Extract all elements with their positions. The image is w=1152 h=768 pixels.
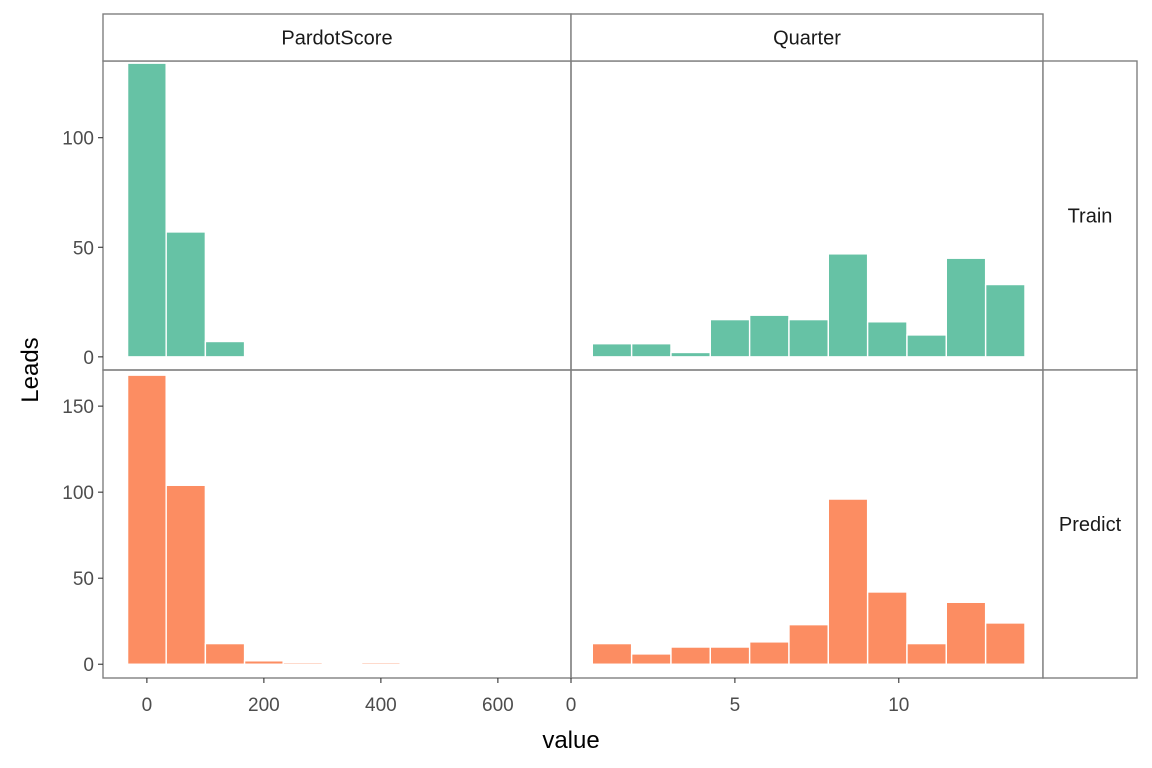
y-tick-label: 0 <box>83 655 94 676</box>
x-tick-label: 5 <box>730 695 741 716</box>
y-tick-label: 0 <box>83 348 94 369</box>
bar <box>866 321 908 358</box>
panel-train-quarter <box>591 253 1026 358</box>
bar <box>243 660 284 665</box>
x-tick-label: 200 <box>248 695 280 716</box>
bar <box>709 646 751 665</box>
bar <box>984 622 1026 665</box>
y-axis-title: Leads <box>17 337 44 402</box>
x-tick-label: 0 <box>566 695 577 716</box>
bar <box>748 314 790 358</box>
y-tick-label: 100 <box>62 483 94 504</box>
strip-label-predict: Predict <box>1059 514 1122 536</box>
bar <box>126 62 167 358</box>
bar <box>165 484 207 665</box>
x-tick-label: 10 <box>888 695 909 716</box>
panels-layer <box>102 60 1044 679</box>
bar <box>126 374 167 665</box>
y-tick-label: 50 <box>73 238 94 259</box>
bar <box>630 653 672 665</box>
y-tick-label: 100 <box>62 129 94 150</box>
bar <box>788 318 830 358</box>
bar <box>591 642 633 665</box>
bar <box>866 591 908 665</box>
strips-layer: PardotScore Quarter Train Predict <box>102 13 1138 679</box>
bar <box>984 283 1026 358</box>
bar <box>670 646 712 665</box>
bar <box>670 351 712 358</box>
x-tick-label: 0 <box>142 695 153 716</box>
bar <box>788 623 830 665</box>
strip-quarter <box>570 13 1044 62</box>
bar <box>945 601 987 665</box>
y-tick-label: 50 <box>73 569 94 590</box>
bar <box>204 340 246 358</box>
bar <box>827 253 869 358</box>
bar <box>827 498 869 665</box>
bar <box>906 334 948 358</box>
bar <box>591 343 633 358</box>
bar <box>360 661 401 665</box>
strip-train <box>1042 60 1138 371</box>
strip-label-quarter: Quarter <box>773 28 841 50</box>
bar <box>204 642 246 665</box>
bar <box>282 661 324 665</box>
y-tick-label: 150 <box>62 397 94 418</box>
x-tick-label: 400 <box>365 695 397 716</box>
bar <box>709 318 751 358</box>
ticks-layer: 0 50 100 0 50 100 150 0 200 400 600 0 5 10 <box>62 129 909 716</box>
strip-pardotscore <box>102 13 572 62</box>
panel-predict-quarter <box>591 498 1026 665</box>
strip-label-train: Train <box>1068 206 1113 228</box>
strip-predict <box>1042 369 1138 679</box>
bar <box>630 343 672 358</box>
panel-train-pardotscore <box>126 62 246 358</box>
bar <box>945 257 987 358</box>
x-tick-label: 600 <box>482 695 514 716</box>
bar <box>748 641 790 665</box>
panel-predict-pardotscore <box>126 374 401 665</box>
bar <box>906 642 948 665</box>
bar <box>165 231 207 358</box>
x-axis-title: value <box>542 727 599 754</box>
strip-label-pardotscore: PardotScore <box>281 28 392 50</box>
